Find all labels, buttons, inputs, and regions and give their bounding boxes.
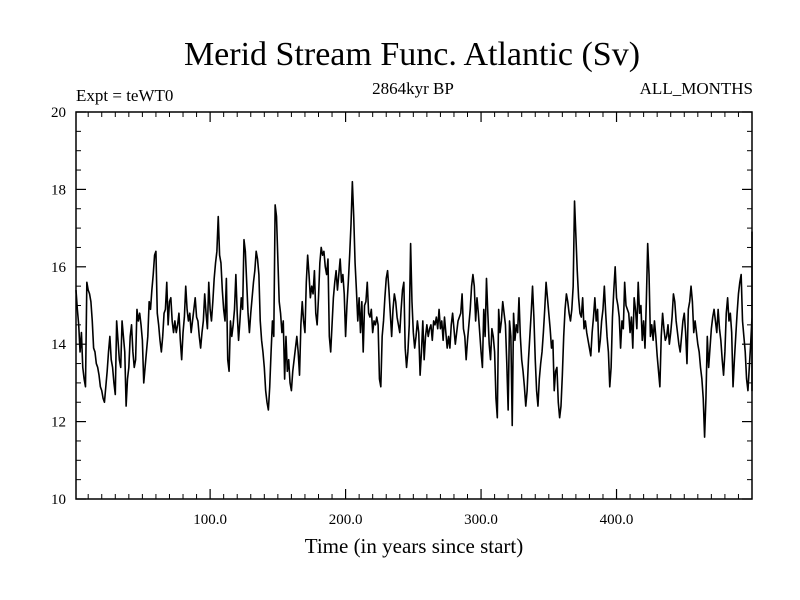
y-tick-label: 16 (51, 260, 67, 276)
x-tick-label: 100.0 (193, 512, 227, 528)
x-axis-label: Time (in years since start) (305, 534, 524, 558)
series-line (75, 180, 753, 438)
y-tick-label: 14 (51, 337, 67, 353)
experiment-label: Expt = teWT0 (76, 86, 173, 105)
chart-title: Merid Stream Func. Atlantic (Sv) (184, 36, 640, 73)
x-tick-label: 300.0 (464, 512, 498, 528)
y-tick-label: 20 (51, 105, 66, 121)
y-tick-label: 12 (51, 415, 66, 431)
plot-frame (75, 111, 753, 500)
x-tick-label: 200.0 (329, 512, 363, 528)
months-label: ALL_MONTHS (640, 79, 753, 98)
x-tick-label: 400.0 (600, 512, 634, 528)
chart-subtitle: 2864kyr BP (372, 79, 454, 98)
axis-ticks: 10 12 14 16 18 20 100.0 200.0 300.0 400.0 (51, 105, 752, 528)
y-tick-label: 10 (51, 492, 66, 508)
y-tick-label: 18 (51, 182, 66, 198)
